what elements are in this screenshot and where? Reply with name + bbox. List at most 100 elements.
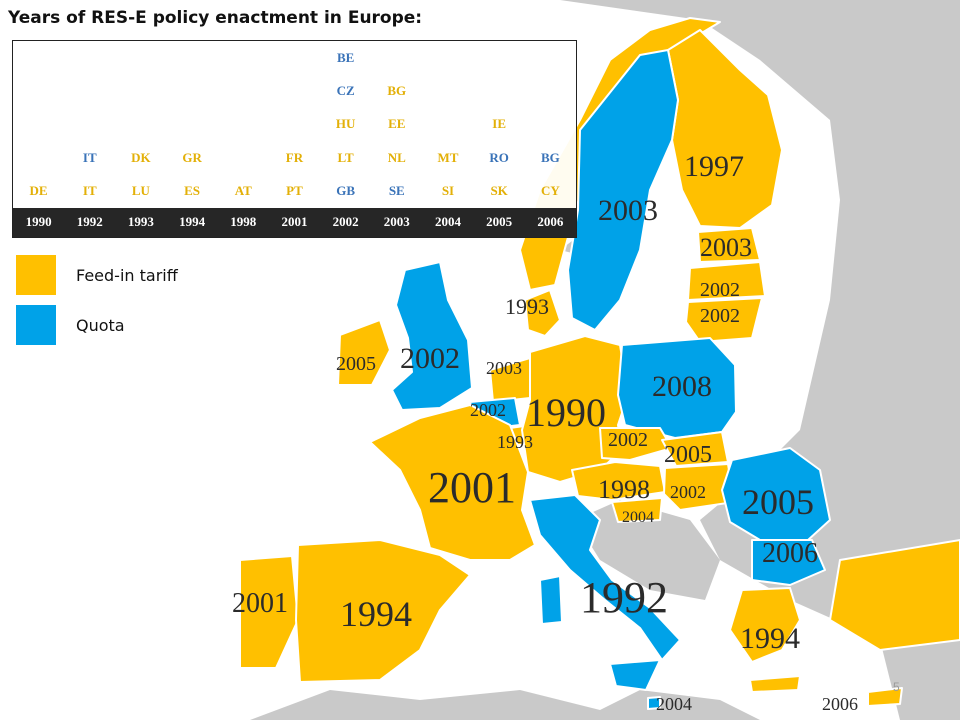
map-label-romania: 2005 <box>742 482 814 522</box>
table-cell <box>13 41 64 74</box>
country-portugal <box>239 555 299 669</box>
page-number: 5 <box>893 680 900 694</box>
map-label-estonia: 2003 <box>700 233 752 262</box>
table-cell <box>218 74 269 107</box>
country-latvia <box>687 261 766 301</box>
country-bulgaria <box>751 539 826 586</box>
table-cell: IT <box>82 149 97 165</box>
map-label-france: 2001 <box>428 463 516 512</box>
table-cell <box>422 74 473 107</box>
table-row: HU EE IE <box>13 108 576 141</box>
table-cell: IE <box>492 116 506 132</box>
country-france <box>369 404 536 561</box>
table-cell: EE <box>388 116 406 132</box>
country-uk <box>391 261 473 411</box>
country-denmark <box>524 289 561 337</box>
table-cell <box>371 41 422 74</box>
map-label-germany: 1990 <box>526 390 606 435</box>
map-label-hungary: 2002 <box>670 482 706 502</box>
table-cell: ES <box>184 183 201 199</box>
map-label-uk: 2002 <box>400 342 460 375</box>
table-cell: CZ <box>336 83 355 99</box>
table-cell: LT <box>337 149 354 165</box>
table-year-cell: 2001 <box>268 207 321 237</box>
table-year-cell: 1998 <box>217 207 269 237</box>
map-label-cyprus: 2006 <box>822 694 858 714</box>
table-row: DE IT LU ES AT PT GB SE SI SK CY <box>13 175 576 208</box>
table-year-cell: 2006 <box>524 207 576 237</box>
map-label-ireland: 2005 <box>336 353 376 375</box>
map-label-netherlands: 2003 <box>486 358 522 378</box>
map-label-lithuania: 2002 <box>700 305 740 327</box>
map-label-malta: 2004 <box>656 694 692 714</box>
table-cell <box>269 74 320 107</box>
table-cell <box>218 41 269 74</box>
table-cell <box>525 41 576 74</box>
country-slovakia <box>661 431 729 467</box>
country-spain <box>295 539 471 683</box>
table-cell <box>64 41 115 74</box>
table-cell <box>269 41 320 74</box>
map-year-labels: 1997 2003 2003 2002 2002 1993 2005 2002 … <box>232 150 858 714</box>
table-cell <box>422 108 473 141</box>
table-year-cell: 2004 <box>422 207 474 237</box>
map-label-bulgaria: 2006 <box>762 538 818 569</box>
table-year-cell: 2005 <box>473 207 525 237</box>
table-year-cell: 1990 <box>13 207 65 237</box>
map-label-portugal: 2001 <box>232 588 288 619</box>
table-cell <box>474 74 525 107</box>
table-cell: BG <box>540 149 560 165</box>
country-ireland <box>337 319 391 386</box>
table-cell: SE <box>388 183 405 199</box>
table-row: BE <box>13 41 576 74</box>
country-cyprus <box>867 687 903 707</box>
table-cell: GR <box>182 149 202 165</box>
table-year-cell: 1993 <box>115 207 167 237</box>
table-cell <box>13 141 64 174</box>
table-cell <box>13 74 64 107</box>
map-label-luxembourg: 1993 <box>497 432 533 452</box>
table-cell: PT <box>286 183 303 199</box>
table-year-row: 1990 1992 1993 1994 1998 2001 2002 2003 2004 2005… <box>13 207 576 237</box>
table-cell <box>525 74 576 107</box>
country-greece <box>729 587 801 663</box>
map-label-poland: 2008 <box>652 370 712 403</box>
table-row: IT DK GR FR LT NL MT RO BG <box>13 141 576 174</box>
table-year-cell: 2002 <box>320 207 372 237</box>
map-label-austria: 1998 <box>598 475 650 504</box>
table-cell: BG <box>387 83 407 99</box>
table-cell: HU <box>335 116 356 132</box>
map-label-belgium: 2002 <box>470 400 506 420</box>
table-cell <box>115 74 166 107</box>
country-czech <box>599 427 673 461</box>
table-cell <box>13 108 64 141</box>
table-cell: BE <box>336 49 355 65</box>
table-cell <box>167 74 218 107</box>
table-cell <box>474 41 525 74</box>
table-cell <box>218 141 269 174</box>
table-cell: LU <box>131 183 150 199</box>
map-label-slovakia: 2005 <box>664 442 712 468</box>
table-cell <box>64 108 115 141</box>
table-cell: DE <box>29 183 48 199</box>
table-cell: AT <box>234 183 252 199</box>
country-hungary <box>663 463 735 511</box>
table-year-cell: 1994 <box>166 207 218 237</box>
map-label-spain: 1994 <box>340 594 412 634</box>
table-cell: SI <box>441 183 455 199</box>
map-label-slovenia: 2004 <box>622 509 654 526</box>
table-cell: GB <box>336 183 356 199</box>
country-turkey <box>829 539 960 651</box>
table-cell <box>422 41 473 74</box>
table-year-cell: 2003 <box>371 207 423 237</box>
table-cell <box>525 108 576 141</box>
table-cell: NL <box>387 149 406 165</box>
map-label-finland: 1997 <box>684 150 744 183</box>
table-cell <box>115 41 166 74</box>
map-label-sweden: 2003 <box>598 194 658 227</box>
table-cell: MT <box>437 149 459 165</box>
map-label-czech: 2002 <box>608 429 648 451</box>
legend-swatch-quota <box>16 305 56 345</box>
legend-swatch-feed-in <box>16 255 56 295</box>
legend-label-quota: Quota <box>76 316 125 335</box>
